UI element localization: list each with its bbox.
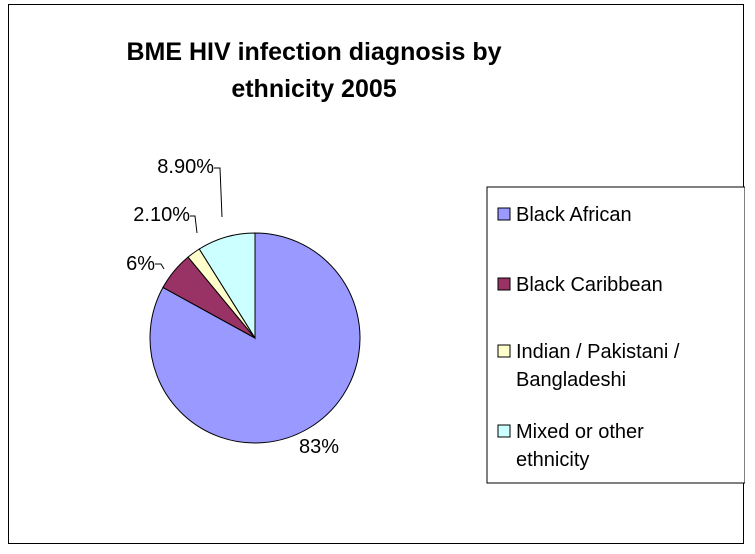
leader-line-1 bbox=[155, 263, 165, 270]
data-label-2: 2.10% bbox=[133, 204, 190, 226]
legend-swatch-3 bbox=[497, 424, 511, 438]
pie-chart: BME HIV infection diagnosis by ethnicity… bbox=[126, 38, 745, 484]
pie-slice-3 bbox=[198, 232, 256, 340]
legend-swatch-1 bbox=[497, 277, 511, 291]
chart-frame: BME HIV infection diagnosis by ethnicity… bbox=[8, 4, 745, 544]
data-label-1: 6% bbox=[126, 253, 155, 275]
legend-swatch-0 bbox=[497, 207, 511, 221]
legend-label-3-line-1: ethnicity bbox=[516, 449, 589, 471]
pie-slices bbox=[149, 232, 361, 444]
legend-label-0: Black African bbox=[516, 204, 632, 226]
legend-label-3-line-0: Mixed or other bbox=[516, 421, 644, 443]
pie-data-labels: 83% 6% 2.10% 8.90% bbox=[126, 156, 339, 458]
data-label-3: 8.90% bbox=[157, 156, 214, 178]
legend-label-2-line-1: Bangladeshi bbox=[516, 369, 626, 391]
leader-line-2 bbox=[190, 215, 198, 234]
data-label-0: 83% bbox=[299, 436, 339, 458]
legend-label-2-line-0: Indian / Pakistani / bbox=[516, 341, 680, 363]
legend-box bbox=[486, 186, 745, 484]
legend-label-1: Black Caribbean bbox=[516, 274, 663, 296]
legend-swatch-2 bbox=[497, 344, 511, 358]
legend: Black African Black Caribbean Indian / Pak… bbox=[486, 186, 745, 484]
chart-title-line-1: BME HIV infection diagnosis by bbox=[126, 38, 501, 66]
chart-title-line-2: ethnicity 2005 bbox=[231, 75, 396, 103]
leader-line-3 bbox=[214, 167, 223, 218]
